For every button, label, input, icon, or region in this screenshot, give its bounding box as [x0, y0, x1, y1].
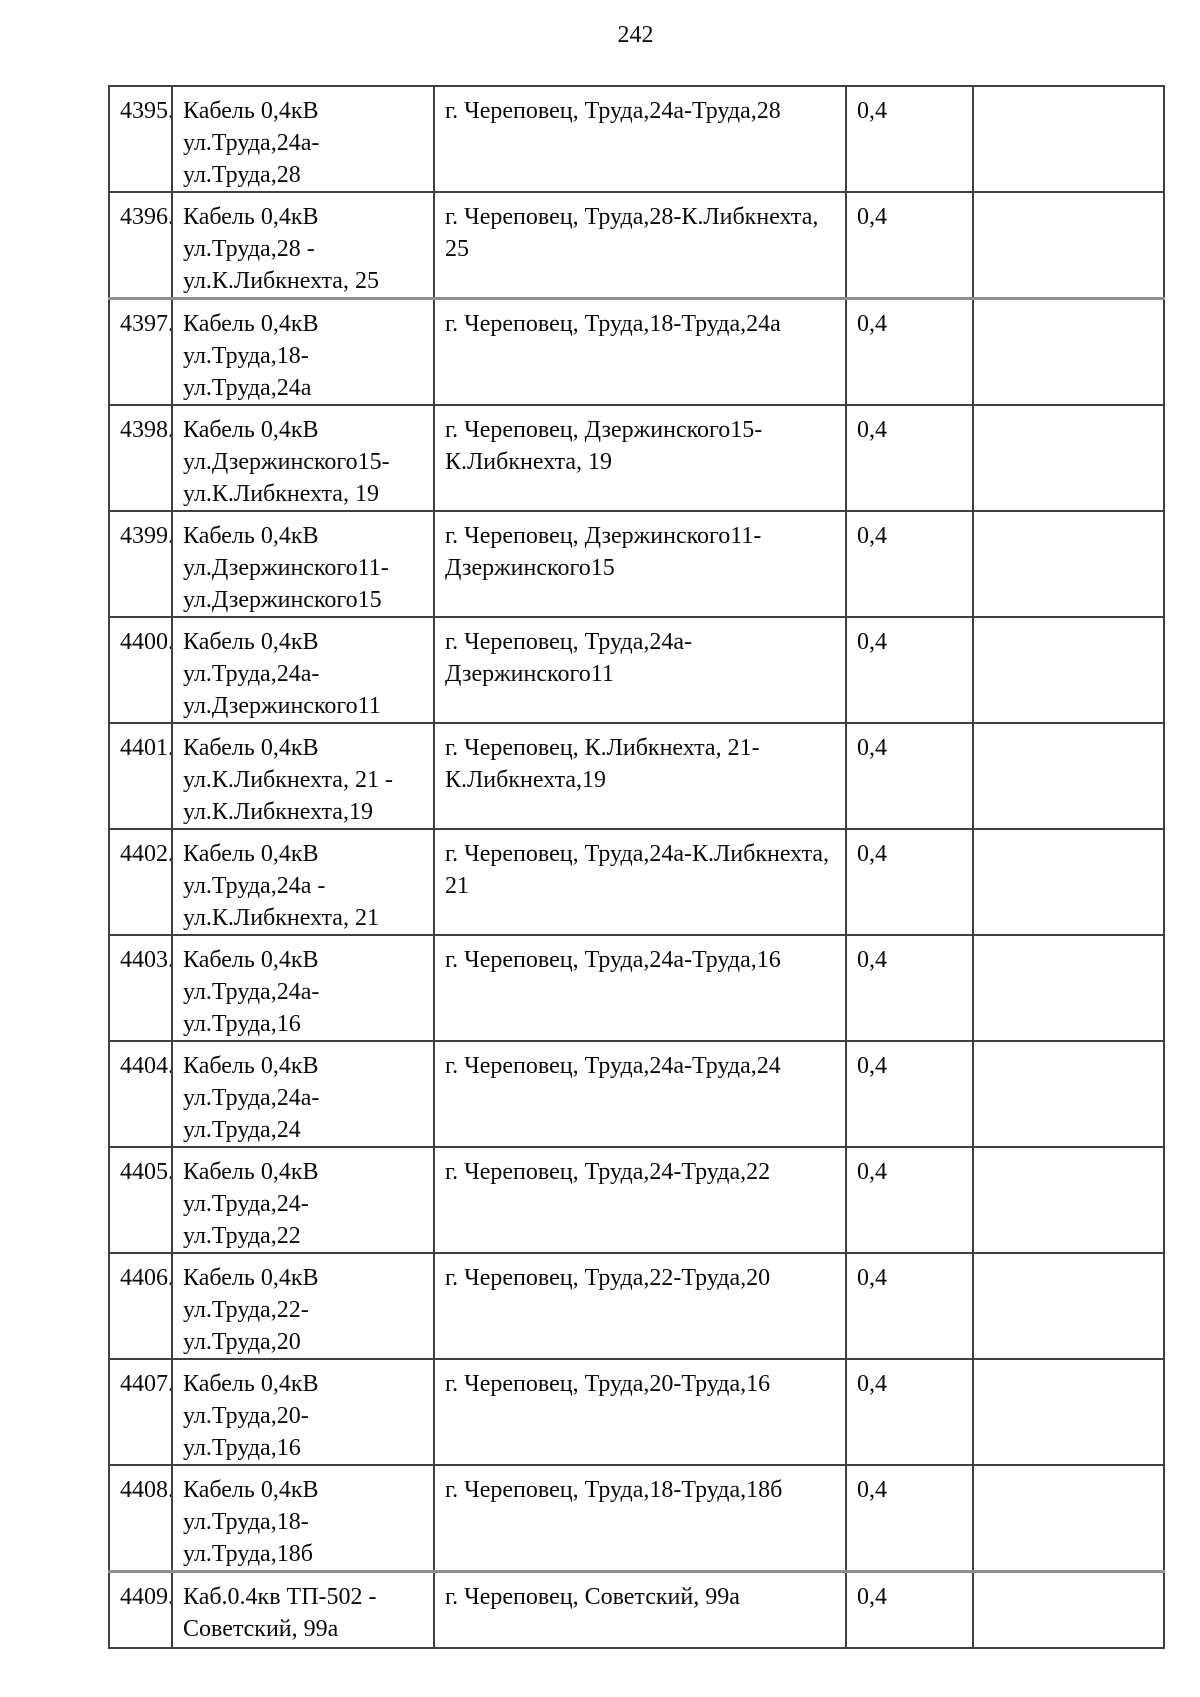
note-cell [972, 510, 1165, 618]
note-cell [972, 1570, 1165, 1649]
table-row: 4395. Кабель 0,4кВ ул.Труда,24а- ул.Труд… [108, 85, 1165, 193]
address-cell: г. Череповец, Труда,22-Труда,20 [433, 1252, 847, 1360]
voltage-cell: 0,4 [845, 510, 974, 618]
voltage-cell: 0,4 [845, 1040, 974, 1148]
object-name-cell: Кабель 0,4кВ ул.Труда,20- ул.Труда,16 [171, 1358, 435, 1466]
voltage-cell: 0,4 [845, 85, 974, 193]
voltage-cell: 0,4 [845, 1570, 974, 1649]
page-number: 242 [617, 22, 654, 48]
table-row: 4406. Кабель 0,4кВ ул.Труда,22- ул.Труда… [108, 1252, 1165, 1360]
cable-registry-table: 4395. Кабель 0,4кВ ул.Труда,24а- ул.Труд… [108, 85, 1165, 1649]
table-row: 4400. Кабель 0,4кВ ул.Труда,24а- ул.Дзер… [108, 616, 1165, 724]
voltage-cell: 0,4 [845, 722, 974, 830]
object-name-cell: Кабель 0,4кВ ул.Труда,24а- ул.Труда,28 [171, 85, 435, 193]
note-cell [972, 1252, 1165, 1360]
voltage-cell: 0,4 [845, 1464, 974, 1573]
voltage-cell: 0,4 [845, 1146, 974, 1254]
object-name-cell: Кабель 0,4кВ ул.К.Либкнехта, 21 - ул.К.Л… [171, 722, 435, 830]
table-row: 4398. Кабель 0,4кВ ул.Дзержинского15- ул… [108, 404, 1165, 512]
table-row: 4409. Каб.0.4кв ТП-502 - Советский, 99а … [108, 1570, 1165, 1649]
address-cell: г. Череповец, Труда,24а-Труда,28 [433, 85, 847, 193]
table-row: 4399. Кабель 0,4кВ ул.Дзержинского11- ул… [108, 510, 1165, 618]
row-number-cell: 4398. [108, 404, 173, 512]
note-cell [972, 1464, 1165, 1573]
row-number-cell: 4409. [108, 1570, 173, 1649]
address-cell: г. Череповец, Труда,24а-К.Либкнехта, 21 [433, 828, 847, 936]
note-cell [972, 191, 1165, 300]
table-row: 4404. Кабель 0,4кВ ул.Труда,24а- ул.Труд… [108, 1040, 1165, 1148]
row-number-cell: 4397. [108, 297, 173, 406]
object-name-cell: Кабель 0,4кВ ул.Труда,28 - ул.К.Либкнехт… [171, 191, 435, 300]
object-name-cell: Кабель 0,4кВ ул.Труда,18- ул.Труда,24а [171, 297, 435, 406]
object-name-cell: Кабель 0,4кВ ул.Труда,24- ул.Труда,22 [171, 1146, 435, 1254]
address-cell: г. Череповец, Дзержинского11- Дзержинско… [433, 510, 847, 618]
voltage-cell: 0,4 [845, 616, 974, 724]
object-name-cell: Кабель 0,4кВ ул.Труда,24а- ул.Дзержинско… [171, 616, 435, 724]
table-row: 4403. Кабель 0,4кВ ул.Труда,24а- ул.Труд… [108, 934, 1165, 1042]
table-row: 4407. Кабель 0,4кВ ул.Труда,20- ул.Труда… [108, 1358, 1165, 1466]
table-row: 4402. Кабель 0,4кВ ул.Труда,24а - ул.К.Л… [108, 828, 1165, 936]
note-cell [972, 85, 1165, 193]
row-number-cell: 4400. [108, 616, 173, 724]
table-row: 4396. Кабель 0,4кВ ул.Труда,28 - ул.К.Ли… [108, 191, 1165, 300]
address-cell: г. Череповец, Труда,24а-Труда,24 [433, 1040, 847, 1148]
note-cell [972, 1358, 1165, 1466]
note-cell [972, 297, 1165, 406]
object-name-cell: Кабель 0,4кВ ул.Труда,24а - ул.К.Либкнех… [171, 828, 435, 936]
row-number-cell: 4396. [108, 191, 173, 300]
table-row: 4401. Кабель 0,4кВ ул.К.Либкнехта, 21 - … [108, 722, 1165, 830]
voltage-cell: 0,4 [845, 297, 974, 406]
object-name-cell: Кабель 0,4кВ ул.Труда,24а- ул.Труда,16 [171, 934, 435, 1042]
voltage-cell: 0,4 [845, 404, 974, 512]
object-name-cell: Кабель 0,4кВ ул.Дзержинского15- ул.К.Либ… [171, 404, 435, 512]
object-name-cell: Кабель 0,4кВ ул.Труда,18- ул.Труда,18б [171, 1464, 435, 1573]
address-cell: г. Череповец, Дзержинского15- К.Либкнехт… [433, 404, 847, 512]
address-cell: г. Череповец, Труда,20-Труда,16 [433, 1358, 847, 1466]
address-cell: г. Череповец, Труда,28-К.Либкнехта, 25 [433, 191, 847, 300]
note-cell [972, 934, 1165, 1042]
voltage-cell: 0,4 [845, 1252, 974, 1360]
note-cell [972, 828, 1165, 936]
row-number-cell: 4406. [108, 1252, 173, 1360]
note-cell [972, 1040, 1165, 1148]
row-number-cell: 4403. [108, 934, 173, 1042]
object-name-cell: Кабель 0,4кВ ул.Труда,24а- ул.Труда,24 [171, 1040, 435, 1148]
table-row: 4405. Кабель 0,4кВ ул.Труда,24- ул.Труда… [108, 1146, 1165, 1254]
row-number-cell: 4408. [108, 1464, 173, 1573]
row-number-cell: 4405. [108, 1146, 173, 1254]
voltage-cell: 0,4 [845, 828, 974, 936]
address-cell: г. Череповец, Труда,24а-Труда,16 [433, 934, 847, 1042]
row-number-cell: 4395. [108, 85, 173, 193]
address-cell: г. Череповец, К.Либкнехта, 21- К.Либкнех… [433, 722, 847, 830]
row-number-cell: 4401. [108, 722, 173, 830]
voltage-cell: 0,4 [845, 1358, 974, 1466]
note-cell [972, 404, 1165, 512]
address-cell: г. Череповец, Советский, 99а [433, 1570, 847, 1649]
object-name-cell: Кабель 0,4кВ ул.Труда,22- ул.Труда,20 [171, 1252, 435, 1360]
address-cell: г. Череповец, Труда,18-Труда,24а [433, 297, 847, 406]
table-row: 4397. Кабель 0,4кВ ул.Труда,18- ул.Труда… [108, 297, 1165, 406]
row-number-cell: 4407. [108, 1358, 173, 1466]
voltage-cell: 0,4 [845, 191, 974, 300]
note-cell [972, 722, 1165, 830]
table-row: 4408. Кабель 0,4кВ ул.Труда,18- ул.Труда… [108, 1464, 1165, 1573]
address-cell: г. Череповец, Труда,24а- Дзержинского11 [433, 616, 847, 724]
row-number-cell: 4404. [108, 1040, 173, 1148]
object-name-cell: Каб.0.4кв ТП-502 - Советский, 99а [171, 1570, 435, 1649]
note-cell [972, 616, 1165, 724]
note-cell [972, 1146, 1165, 1254]
row-number-cell: 4402. [108, 828, 173, 936]
row-number-cell: 4399. [108, 510, 173, 618]
object-name-cell: Кабель 0,4кВ ул.Дзержинского11- ул.Дзерж… [171, 510, 435, 618]
address-cell: г. Череповец, Труда,24-Труда,22 [433, 1146, 847, 1254]
address-cell: г. Череповец, Труда,18-Труда,18б [433, 1464, 847, 1573]
voltage-cell: 0,4 [845, 934, 974, 1042]
